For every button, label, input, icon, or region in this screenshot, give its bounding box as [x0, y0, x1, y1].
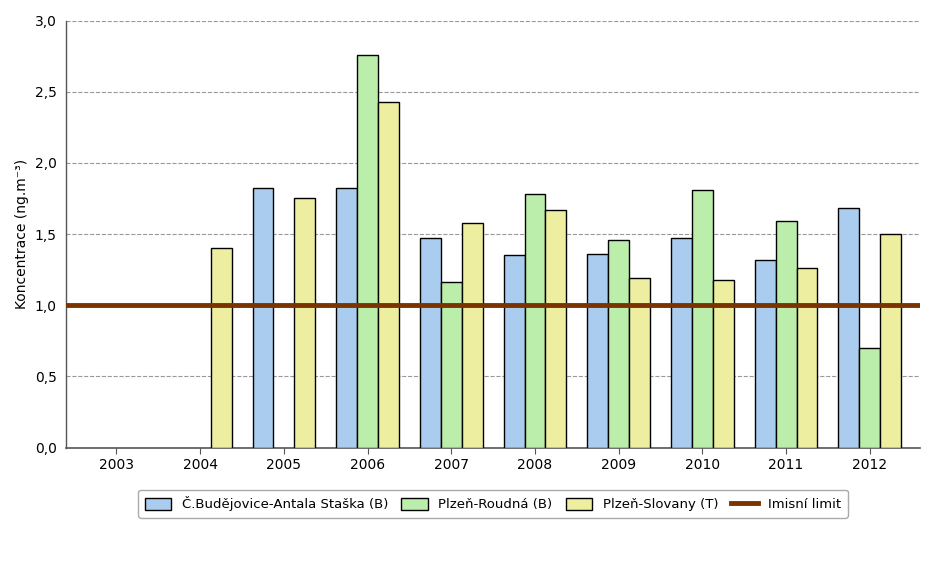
Bar [629, 278, 650, 448]
Bar [545, 210, 567, 448]
Bar [776, 221, 797, 448]
Bar [357, 55, 378, 448]
Bar [671, 238, 692, 448]
Bar [755, 259, 776, 448]
Bar [525, 194, 545, 448]
Bar [420, 238, 440, 448]
Bar [859, 348, 880, 448]
Bar [609, 240, 629, 448]
Bar [839, 208, 859, 448]
Bar [337, 188, 357, 448]
Legend: Č.Budějovice-Antala Staška (B), Plzeň-Roudná (B), Plzeň-Slovany (T), Imisní limi: Č.Budějovice-Antala Staška (B), Plzeň-Ro… [138, 490, 848, 518]
Bar [797, 268, 817, 448]
Bar [587, 254, 609, 448]
Bar [692, 190, 712, 448]
Bar [712, 279, 734, 448]
Y-axis label: Koncentrace (ng.m⁻³): Koncentrace (ng.m⁻³) [15, 159, 29, 309]
Bar [210, 248, 232, 448]
Bar [252, 188, 273, 448]
Bar [295, 199, 315, 448]
Bar [378, 102, 399, 448]
Bar [880, 234, 901, 448]
Bar [462, 222, 482, 448]
Bar [504, 255, 525, 448]
Bar [440, 282, 462, 448]
